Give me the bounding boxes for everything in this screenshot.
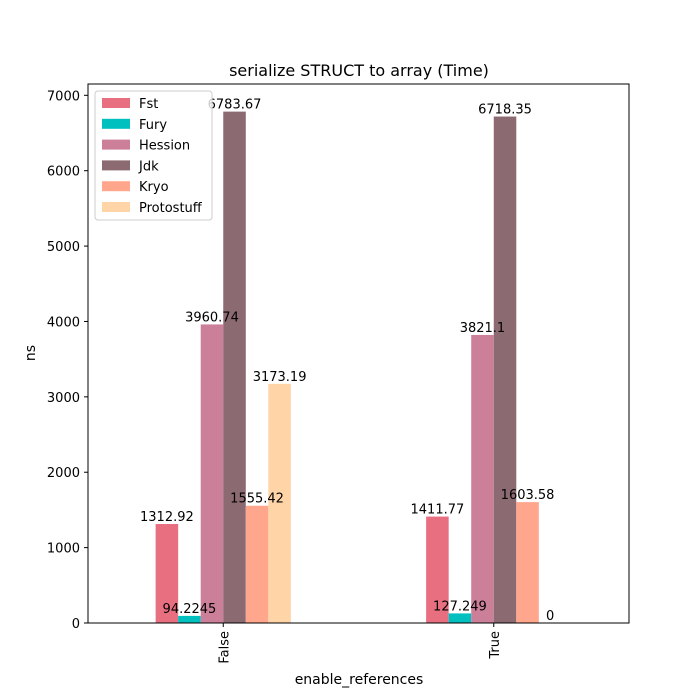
y-tick-label: 4000 [47, 315, 80, 330]
legend-swatch-protostuff [102, 202, 130, 212]
bar-hession-true [471, 334, 494, 623]
legend: Fst Fury Hession Jdk Kryo Protostuff [94, 90, 213, 221]
legend-label-fst: Fst [139, 97, 158, 112]
y-tick-label: 3000 [47, 391, 80, 406]
data-label: 127.249 [433, 599, 487, 614]
data-label: 0 [546, 609, 554, 624]
legend-label-jdk: Jdk [138, 159, 159, 174]
y-axis-label: ns [23, 345, 39, 361]
legend-swatch-jdk [102, 160, 130, 171]
x-axis-label: enable_references [295, 672, 424, 688]
data-labels-layer: 1312.92 94.2245 3960.74 6783.67 1555.42 3173.… [140, 98, 554, 624]
legend-swatch-kryo [102, 181, 130, 192]
bar-fury-true [448, 613, 472, 623]
data-label: 1411.77 [411, 503, 465, 518]
bar-fst-false [155, 524, 179, 623]
chart-title: serialize STRUCT to array (Time) [229, 61, 489, 80]
bar-hession-false [200, 324, 224, 623]
legend-swatch-fst [102, 98, 130, 108]
bar-kryo-false [245, 505, 269, 623]
y-axis: 0 1000 2000 3000 4000 5000 6000 7000 [47, 89, 88, 632]
legend-label-hession: Hession [139, 139, 190, 154]
bar-kryo-true [516, 502, 539, 623]
x-tick-label: False [217, 631, 232, 664]
plot-frame [87, 83, 630, 624]
y-tick-label: 5000 [47, 240, 80, 255]
y-tick-label: 1000 [47, 542, 80, 557]
data-label: 6718.35 [478, 103, 532, 118]
y-tick-label: 6000 [47, 165, 80, 180]
x-tick-label: True [488, 631, 503, 660]
bar-fst-true [426, 516, 449, 623]
legend-label-kryo: Kryo [139, 180, 169, 195]
x-axis: False True [217, 623, 503, 664]
data-label: 94.2245 [163, 602, 217, 617]
data-label: 3821.1 [460, 321, 506, 336]
data-label: 3173.19 [253, 370, 307, 385]
legend-label-fury: Fury [139, 118, 167, 133]
legend-swatch-fury [102, 118, 130, 129]
bar-fury-false [178, 615, 201, 623]
data-label: 1312.92 [140, 510, 194, 525]
bars-layer [155, 111, 539, 624]
data-label: 1555.42 [230, 492, 284, 507]
y-tick-label: 2000 [47, 466, 80, 481]
bar-jdk-false [223, 111, 246, 623]
data-label: 1603.58 [501, 488, 555, 503]
y-tick-label: 7000 [47, 89, 80, 104]
legend-swatch-hession [102, 139, 130, 150]
y-tick-label: 0 [72, 617, 80, 632]
legend-label-protostuff: Protostuff [139, 201, 203, 216]
data-label: 6783.67 [208, 98, 262, 113]
bar-jdk-true [493, 116, 517, 624]
bar-protostuff-false [268, 383, 291, 623]
data-label: 3960.74 [185, 310, 239, 325]
